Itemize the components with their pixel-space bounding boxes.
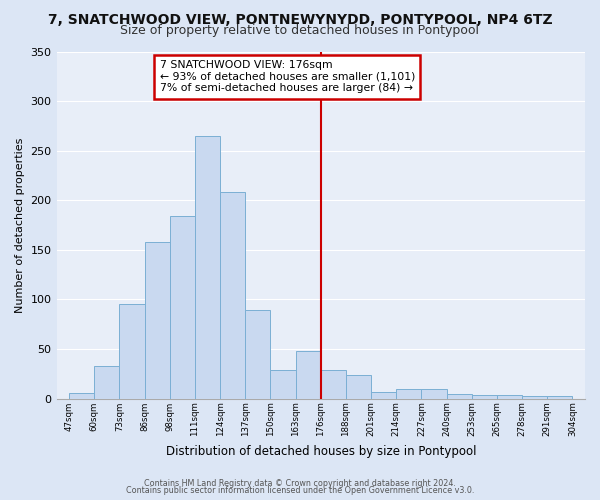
Bar — [421, 388, 446, 398]
Text: 7 SNATCHWOOD VIEW: 176sqm
← 93% of detached houses are smaller (1,101)
7% of sem: 7 SNATCHWOOD VIEW: 176sqm ← 93% of detac… — [160, 60, 415, 94]
Bar — [446, 394, 472, 398]
Bar — [522, 396, 547, 398]
Bar — [346, 374, 371, 398]
Y-axis label: Number of detached properties: Number of detached properties — [15, 138, 25, 312]
Bar — [220, 192, 245, 398]
Bar — [245, 310, 271, 398]
Bar — [497, 394, 522, 398]
Bar — [371, 392, 396, 398]
Bar — [472, 394, 497, 398]
Bar — [296, 351, 321, 399]
Bar — [69, 392, 94, 398]
Text: Contains HM Land Registry data © Crown copyright and database right 2024.: Contains HM Land Registry data © Crown c… — [144, 478, 456, 488]
X-axis label: Distribution of detached houses by size in Pontypool: Distribution of detached houses by size … — [166, 444, 476, 458]
Text: Size of property relative to detached houses in Pontypool: Size of property relative to detached ho… — [121, 24, 479, 37]
Text: 7, SNATCHWOOD VIEW, PONTNEWYNYDD, PONTYPOOL, NP4 6TZ: 7, SNATCHWOOD VIEW, PONTNEWYNYDD, PONTYP… — [47, 12, 553, 26]
Bar — [271, 370, 296, 398]
Bar — [94, 366, 119, 398]
Bar — [195, 136, 220, 398]
Bar — [547, 396, 572, 398]
Bar — [145, 242, 170, 398]
Bar — [321, 370, 346, 398]
Bar — [119, 304, 145, 398]
Bar — [396, 388, 421, 398]
Text: Contains public sector information licensed under the Open Government Licence v3: Contains public sector information licen… — [126, 486, 474, 495]
Bar — [170, 216, 195, 398]
